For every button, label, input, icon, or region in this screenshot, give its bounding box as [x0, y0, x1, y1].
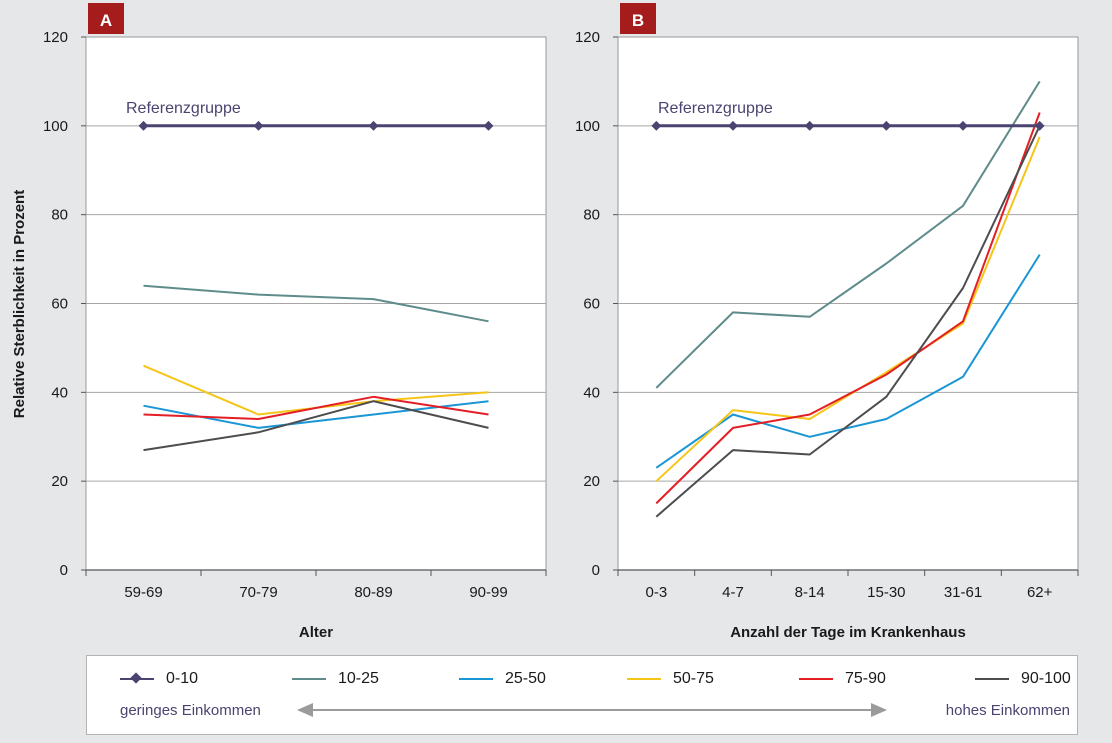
- panel-b-x-tick-label-8-14: 8-14: [795, 584, 825, 601]
- panel-b-y-tick-label-80: 80: [583, 207, 600, 224]
- legend-line-90-100: [975, 678, 1009, 680]
- panel-a-series-line-90-100: [143, 400, 489, 452]
- panel-a-y-tick-label-100: 100: [43, 118, 68, 135]
- legend-label-50-75: 50-75: [673, 670, 714, 687]
- legend-label-75-90: 75-90: [845, 670, 886, 687]
- legend-item-90-100: 90-100: [975, 669, 1071, 689]
- panel-a-chart: 0 20 40 60 80 100 120 59-69 70-79 80-89 90-99 Alter…: [43, 3, 547, 641]
- panel-a-y-tick-label-60: 60: [51, 296, 68, 313]
- legend-label-0-10: 0-10: [166, 670, 199, 687]
- legend-label-25-50: 25-50: [505, 670, 546, 687]
- panel-b-y-tick-label-0: 0: [592, 562, 600, 579]
- panel-a-x-axis-title: Alter: [299, 624, 333, 641]
- legend-item-0-10: 0-10: [120, 669, 198, 689]
- panel-a-point-0-10-0: [138, 120, 149, 131]
- legend-swatch-0-10: [120, 669, 154, 689]
- legend-line-25-50: [459, 678, 493, 680]
- legend-swatch-50-75: [627, 669, 661, 689]
- panel-a-tag-label: A: [100, 11, 112, 30]
- low-income-label: geringes Einkommen: [120, 702, 261, 719]
- panel-b-y-tick-label-100: 100: [575, 118, 600, 135]
- panel-a-y-tick-label-40: 40: [51, 384, 68, 401]
- panel-b-y-tick-label-120: 120: [575, 29, 600, 46]
- legend-item-25-50: 25-50: [459, 669, 546, 689]
- panel-b-y-tick-label-20: 20: [583, 473, 600, 490]
- panel-a-x-tick-label-59-69: 59-69: [124, 584, 162, 601]
- panel-b-point-0-10-1: [728, 120, 738, 131]
- panel-a-x-tick-label-70-79: 70-79: [239, 584, 277, 601]
- double-arrow-icon: [297, 703, 887, 717]
- panel-b-x-axis-title: Anzahl der Tage im Krankenhaus: [730, 624, 966, 641]
- panel-b-point-0-10-4: [958, 120, 968, 131]
- legend-label-90-100: 90-100: [1021, 670, 1071, 687]
- panel-b-series-line-90-100: [655, 125, 1041, 518]
- panel-b-x-tick-label-15-30: 15-30: [867, 584, 905, 601]
- panel-b-point-0-10-2: [804, 120, 815, 131]
- diamond-marker-icon: [130, 672, 142, 684]
- panel-b-y-tick-label-60: 60: [583, 296, 600, 313]
- panel-a-series-line-75-90: [143, 395, 489, 420]
- panel-a-y-tick-label-0: 0: [60, 562, 68, 579]
- panel-a-y-tick-label-80: 80: [51, 207, 68, 224]
- panel-a-y-tick-label-120: 120: [43, 29, 68, 46]
- panel-b-x-tick-label-62: 62+: [1027, 584, 1053, 601]
- panel-b-x-tick-label-0-3: 0-3: [645, 584, 667, 601]
- panel-b-series-line-75-90: [655, 112, 1041, 505]
- legend-label-10-25: 10-25: [338, 670, 379, 687]
- legend-swatch-10-25: [292, 669, 326, 689]
- panel-b-chart: 0 20 40 60 80 100 120 0-3 4-7 8-14 15-30 31-61 62+ An…: [575, 3, 1079, 641]
- panel-a-x-tick-label-90-99: 90-99: [469, 584, 507, 601]
- panel-a-x-tick-label-80-89: 80-89: [354, 584, 392, 601]
- legend-item-10-25: 10-25: [292, 669, 379, 689]
- panel-b-tag-label: B: [632, 11, 644, 30]
- high-income-label: hohes Einkommen: [945, 702, 1070, 719]
- panel-b-point-0-10-0: [651, 120, 662, 131]
- panel-b-series-line-10-25: [655, 80, 1041, 389]
- panel-b-series-line-25-50: [655, 254, 1041, 469]
- legend: 0-10 10-25 25-50 50-75 75-90 90-100 geri…: [86, 655, 1078, 735]
- y-axis-title: Relative Sterblichkeit in Prozent: [11, 190, 28, 418]
- panel-a-y-tick-label-20: 20: [51, 473, 68, 490]
- panel-a-tag-background: [88, 3, 124, 34]
- legend-line-50-75: [627, 678, 661, 680]
- panel-a-series-line-10-25: [143, 284, 489, 323]
- panel-b-reference-label: Referenzgruppe: [658, 100, 773, 117]
- panel-b-tag-background: [620, 3, 656, 34]
- panel-a-reference-label: Referenzgruppe: [126, 100, 241, 117]
- panel-b-point-0-10-5: [1034, 120, 1045, 131]
- panel-b-point-0-10-3: [881, 120, 892, 131]
- panel-b-x-tick-label-4-7: 4-7: [722, 584, 744, 601]
- legend-swatch-25-50: [459, 669, 493, 689]
- legend-item-75-90: 75-90: [799, 669, 886, 689]
- legend-item-50-75: 50-75: [627, 669, 714, 689]
- legend-line-10-25: [292, 678, 326, 680]
- panel-b-x-tick-label-31-61: 31-61: [944, 584, 982, 601]
- legend-swatch-75-90: [799, 669, 833, 689]
- panel-b-y-tick-label-40: 40: [583, 384, 600, 401]
- legend-swatch-90-100: [975, 669, 1009, 689]
- legend-line-75-90: [799, 678, 833, 680]
